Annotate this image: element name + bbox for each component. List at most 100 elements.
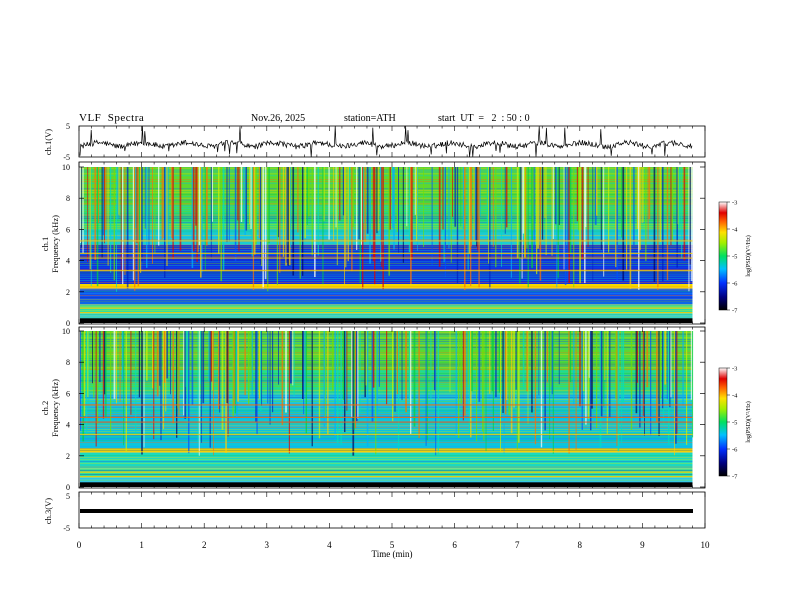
spec1-spheric xyxy=(431,167,433,266)
spec2-spheric xyxy=(146,331,148,381)
spec2-spheric xyxy=(290,331,292,384)
spec2-row xyxy=(80,423,693,425)
spec1-spheric xyxy=(411,167,413,261)
spec1-spheric xyxy=(442,167,444,230)
spec1-row xyxy=(80,272,693,274)
spec2-row xyxy=(80,457,693,458)
spec1-row xyxy=(80,220,693,221)
spec2-spheric xyxy=(256,331,258,434)
spec1-spheric xyxy=(533,167,535,255)
spec2-spheric xyxy=(513,331,515,408)
spec2-spheric xyxy=(434,331,436,391)
spec1-row xyxy=(80,284,693,285)
spec1-row xyxy=(80,194,693,195)
ch1-colorbar-bar xyxy=(718,201,728,311)
time-axis-labels: 0 1 2 3 4 5 6 7 8 9 10 xyxy=(77,540,710,550)
spec2-spheric xyxy=(615,331,617,399)
spec1-spheric xyxy=(360,167,363,245)
spec1-spheric xyxy=(126,167,129,289)
spec1-spheric xyxy=(120,167,122,282)
spec2-spheric xyxy=(201,331,203,443)
spec2-spheric xyxy=(639,331,641,428)
spec1-spheric xyxy=(196,167,198,263)
spec1-row xyxy=(80,306,693,308)
spec2-spheric xyxy=(135,331,137,433)
spec1-line xyxy=(80,252,693,254)
spec1-spheric xyxy=(556,167,558,289)
spec2-spheric xyxy=(191,331,194,405)
spec2-spheric xyxy=(664,331,667,385)
spec1-spheric xyxy=(201,167,203,273)
spec1-spheric xyxy=(653,167,656,282)
spec1-spheric xyxy=(596,167,598,216)
spec1-spheric xyxy=(452,167,453,217)
spec1-row xyxy=(80,169,693,171)
spec1-row xyxy=(80,274,693,276)
spec1-spheric xyxy=(336,167,338,266)
ch2-spectrogram-panel: 10 8 6 4 2 0 ch.2 Frequency (kHz) xyxy=(40,326,706,492)
spec2-row xyxy=(80,448,693,449)
spec1-row xyxy=(80,244,693,246)
spec1-spheric xyxy=(237,167,239,221)
spec1-row xyxy=(80,310,693,311)
spec1-spheric xyxy=(626,167,628,270)
spec2-spheric xyxy=(527,331,529,424)
spec2-spheric xyxy=(305,331,308,434)
spec2-spheric xyxy=(609,331,611,418)
spec2-spheric xyxy=(82,331,85,442)
spec2-spheric xyxy=(662,331,664,409)
spec2-spheric xyxy=(670,331,672,398)
spec1-spheric xyxy=(676,167,678,268)
spec2-cb-tick-label: -4 xyxy=(732,393,738,400)
spec2-row xyxy=(80,470,693,472)
spec1-spheric xyxy=(200,167,202,278)
ch3-ytick-bottom: -5 xyxy=(63,524,70,533)
time-tick-label: 5 xyxy=(390,540,395,550)
spec1-spheric xyxy=(279,167,281,273)
spec1-row xyxy=(80,276,693,278)
spec2-spheric xyxy=(491,331,494,392)
spec1-row xyxy=(80,289,693,291)
ch1-waveform-line xyxy=(79,125,693,158)
spec2-spheric xyxy=(212,331,213,391)
time-tick-label: 8 xyxy=(578,540,583,550)
spec1-spheric xyxy=(689,167,692,265)
spec1-row xyxy=(80,235,693,236)
ch2-spectrogram-image xyxy=(80,331,694,487)
spec1-spheric xyxy=(578,167,580,231)
spec2-spheric xyxy=(105,331,107,418)
spec1-spheric xyxy=(639,167,641,250)
spec2-spheric xyxy=(588,331,590,378)
spec2-spheric xyxy=(585,331,587,425)
spec1-spheric xyxy=(282,167,285,257)
spec1-spheric xyxy=(659,167,662,243)
spec2-spheric xyxy=(518,331,520,443)
spec2-spheric xyxy=(122,331,124,380)
spec2-spheric xyxy=(413,331,416,427)
spec1-spheric xyxy=(416,167,418,241)
time-tick-label: 4 xyxy=(327,540,332,550)
spec1-spheric xyxy=(408,167,411,253)
spec1-spheric xyxy=(290,167,291,248)
spec2-spheric xyxy=(250,331,252,381)
spec1-spheric xyxy=(468,167,471,254)
spec1-spheric xyxy=(585,167,587,228)
spec2-row xyxy=(80,462,693,464)
spec1-spheric xyxy=(116,167,117,292)
spec1-spheric xyxy=(594,167,597,225)
spec2-spheric xyxy=(458,331,460,438)
spec1-spheric xyxy=(522,167,525,234)
spec1-row xyxy=(80,250,693,251)
ch3-waveform-panel: 5 -5 ch.3(V) xyxy=(43,491,706,533)
spec2-spheric xyxy=(621,331,623,444)
spec2-spheric xyxy=(359,331,361,414)
spec1-spheric xyxy=(285,167,287,266)
spec1-spheric xyxy=(584,167,586,284)
spec1-row xyxy=(80,197,693,199)
spec1-row xyxy=(80,285,693,287)
spec1-spheric xyxy=(96,167,99,287)
spec2-cb-tick-label: -6 xyxy=(732,447,738,454)
spec2-spheric xyxy=(88,331,90,409)
spec1-row xyxy=(80,222,693,223)
spec1-spheric xyxy=(648,167,651,220)
